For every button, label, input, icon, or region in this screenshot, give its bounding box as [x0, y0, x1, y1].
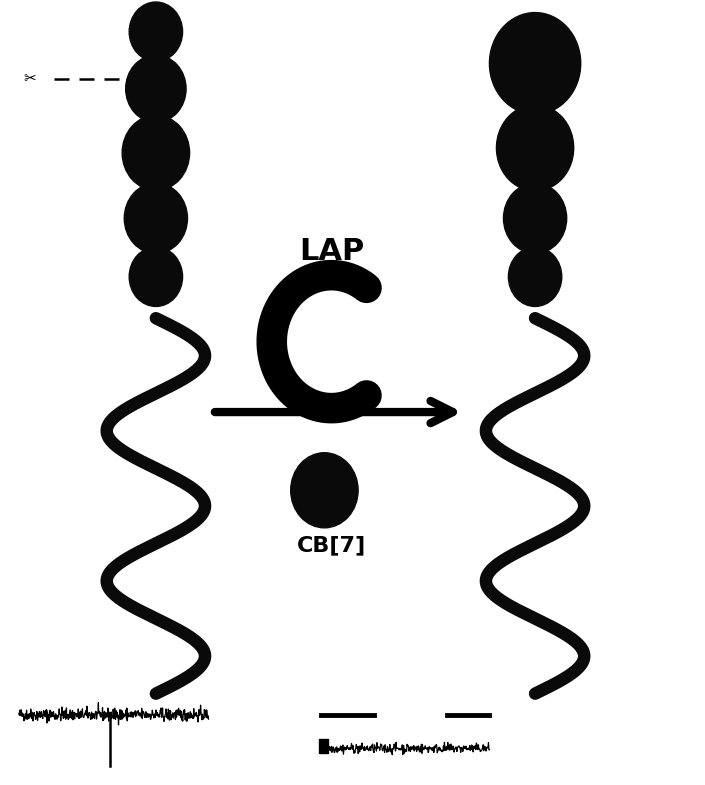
Circle shape	[124, 183, 188, 254]
Bar	[319, 739, 328, 753]
Circle shape	[290, 453, 358, 528]
Text: ✂: ✂	[23, 71, 36, 86]
Circle shape	[503, 183, 567, 254]
Circle shape	[496, 105, 574, 191]
Text: LAP: LAP	[299, 237, 364, 266]
Circle shape	[122, 115, 190, 191]
Circle shape	[129, 2, 183, 61]
Circle shape	[129, 247, 183, 306]
Text: CB[7]: CB[7]	[297, 535, 366, 555]
Circle shape	[125, 55, 186, 122]
Circle shape	[489, 13, 581, 115]
Circle shape	[508, 247, 562, 306]
